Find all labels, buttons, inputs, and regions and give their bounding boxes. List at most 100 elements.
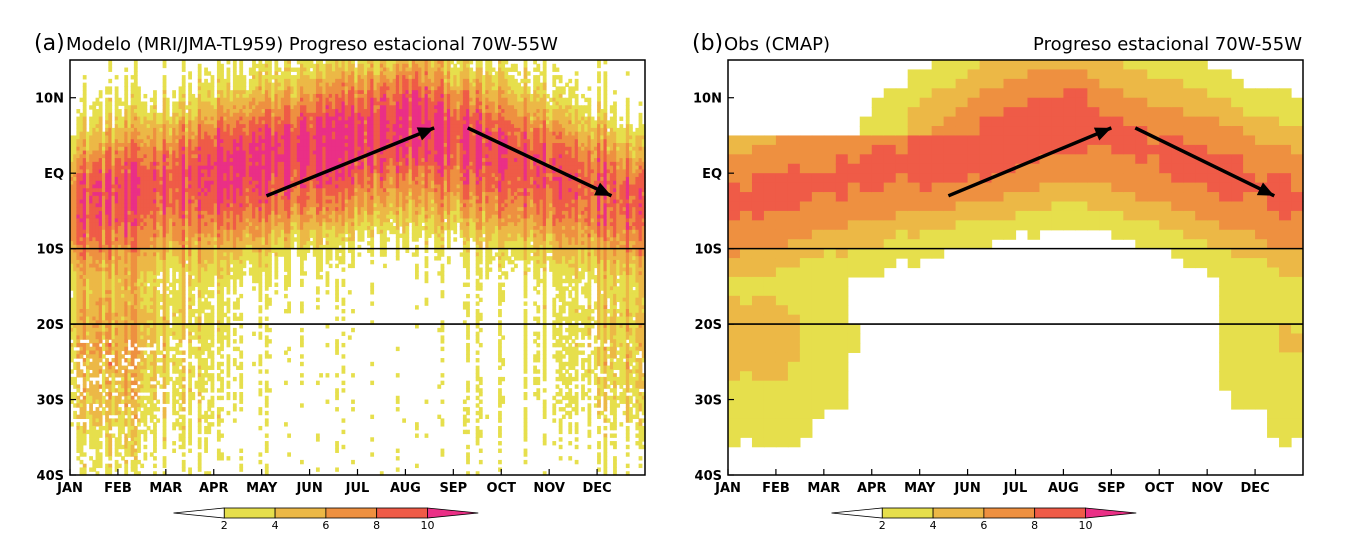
field-cell — [185, 237, 189, 242]
field-cell — [130, 131, 135, 137]
field-cell — [146, 146, 151, 152]
field-cell — [226, 282, 231, 287]
field-cell — [89, 286, 93, 291]
field-cell — [98, 365, 103, 370]
field-cell — [185, 173, 189, 178]
field-cell — [181, 437, 186, 442]
field-cell — [121, 180, 125, 186]
field-cell — [82, 324, 87, 329]
field-cell — [98, 263, 103, 269]
field-cell — [82, 422, 87, 427]
field-cell — [117, 97, 122, 103]
field-cell — [124, 256, 129, 261]
field-cell — [264, 380, 269, 386]
field-cell — [76, 244, 81, 250]
field-cell — [156, 342, 161, 348]
field-cell — [98, 459, 103, 465]
field-cell — [92, 346, 97, 352]
field-cell — [188, 252, 192, 257]
field-cell — [79, 444, 84, 450]
field-cell — [162, 139, 167, 144]
field-cell — [70, 263, 74, 269]
field-cell — [98, 324, 103, 329]
field-cell — [143, 101, 148, 106]
field-cell — [137, 112, 141, 118]
field-cell — [172, 131, 177, 137]
field-cell — [153, 233, 157, 238]
field-cell — [178, 112, 183, 118]
field-cell — [169, 165, 173, 171]
field-cell — [188, 180, 192, 186]
field-cell — [191, 293, 196, 299]
field-cell — [79, 139, 84, 144]
field-cell — [89, 293, 93, 299]
field-cell — [178, 437, 183, 442]
field-cell — [133, 222, 138, 227]
field-cell — [82, 195, 87, 201]
field-cell — [105, 414, 109, 420]
field-cell — [181, 278, 186, 284]
field-cell — [188, 214, 192, 220]
field-cell — [169, 146, 173, 152]
field-cell — [130, 327, 135, 333]
field-cell — [242, 75, 247, 80]
field-cell — [146, 222, 151, 227]
field-cell — [89, 210, 93, 216]
field-cell — [82, 471, 87, 476]
field-cell — [117, 124, 122, 129]
field-cell — [140, 112, 145, 118]
field-cell — [191, 199, 196, 204]
field-cell — [114, 403, 119, 408]
field-cell — [70, 203, 74, 208]
field-cell — [153, 395, 157, 401]
field-cell — [82, 259, 87, 265]
field-cell — [264, 335, 269, 340]
field-cell — [114, 410, 119, 416]
field-cell — [194, 158, 199, 163]
field-cell — [133, 218, 138, 223]
field-cell — [178, 320, 183, 325]
field-cell — [153, 158, 157, 163]
field-cell — [73, 312, 77, 318]
field-cell — [95, 320, 100, 325]
field-cell — [156, 259, 161, 265]
field-cell — [162, 410, 167, 416]
field-cell — [70, 252, 74, 257]
field-cell — [105, 241, 109, 246]
field-cell — [239, 350, 244, 355]
field-cell — [194, 184, 199, 189]
field-cell — [111, 433, 116, 438]
field-cell — [114, 388, 119, 393]
field-cell — [264, 448, 269, 453]
field-cell — [98, 335, 103, 340]
field-cell — [140, 195, 145, 201]
field-cell — [137, 312, 141, 318]
field-cell — [70, 158, 74, 163]
field-cell — [172, 248, 177, 254]
field-cell — [197, 437, 202, 442]
field-cell — [85, 399, 90, 404]
field-cell — [108, 176, 113, 182]
field-cell — [178, 414, 183, 420]
field-cell — [127, 241, 132, 246]
field-cell — [70, 331, 74, 337]
field-cell — [162, 203, 167, 208]
field-cell — [162, 116, 167, 121]
field-cell — [95, 263, 100, 269]
field-cell — [114, 237, 119, 242]
field-cell — [146, 226, 151, 231]
field-cell — [130, 109, 135, 114]
field-cell — [178, 309, 183, 314]
field-cell — [172, 410, 177, 416]
field-cell — [127, 267, 132, 272]
field-cell — [124, 448, 129, 453]
field-cell — [127, 429, 132, 435]
field-cell — [137, 135, 141, 140]
field-cell — [76, 165, 81, 171]
field-cell — [133, 282, 138, 287]
field-cell — [162, 154, 167, 159]
field-cell — [197, 456, 202, 461]
field-cell — [111, 346, 116, 352]
field-cell — [101, 207, 106, 212]
field-cell — [114, 297, 119, 303]
